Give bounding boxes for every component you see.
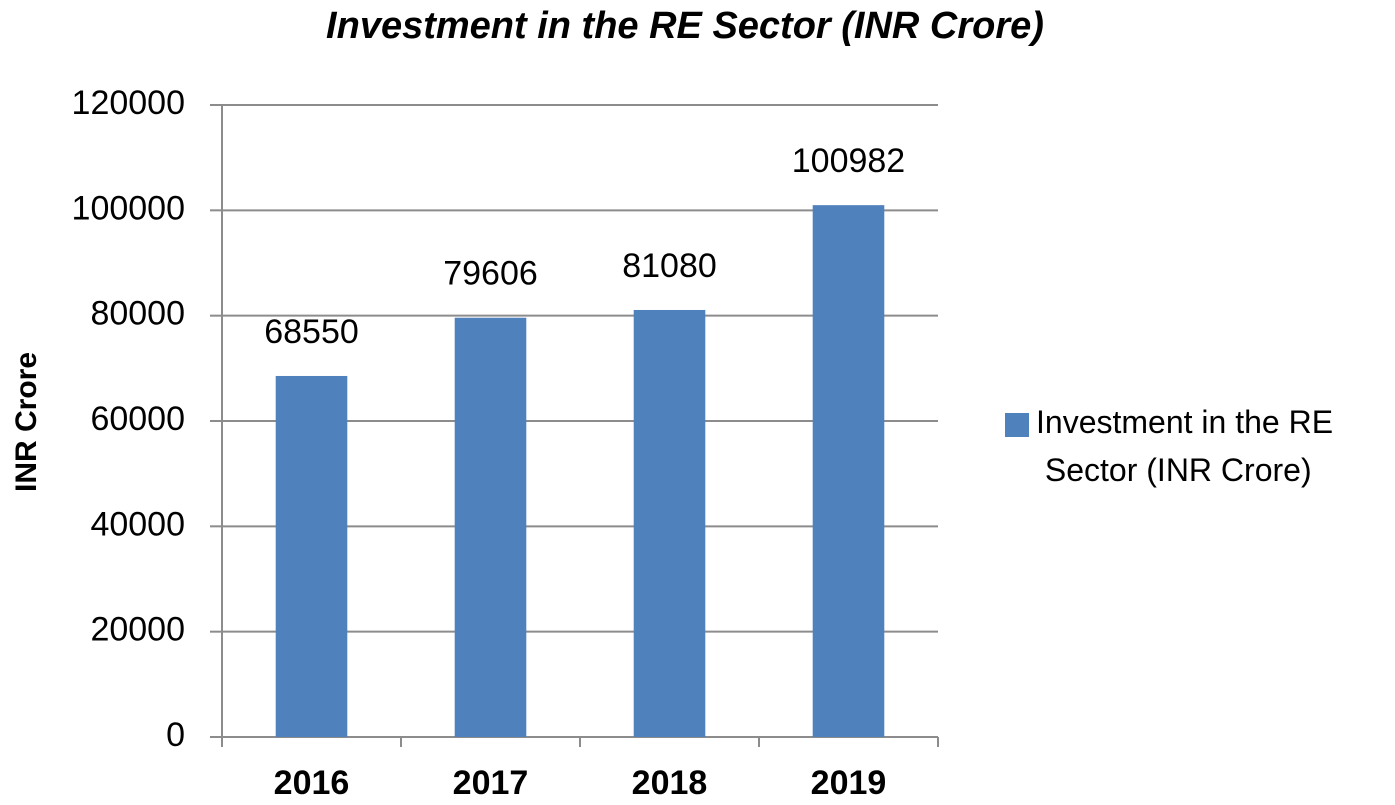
bar	[633, 309, 706, 737]
y-tick-label: 80000	[90, 295, 185, 333]
y-tick-label: 20000	[90, 611, 185, 649]
bar	[275, 375, 348, 737]
y-tick-label: 60000	[90, 400, 185, 438]
y-tick-label: 40000	[90, 505, 185, 543]
y-tick-label: 100000	[72, 189, 185, 227]
bar	[454, 317, 527, 737]
data-label: 100982	[792, 142, 905, 180]
data-label: 68550	[264, 313, 359, 351]
data-label: 79606	[443, 255, 538, 293]
y-axis-title: INR Crore	[10, 352, 43, 492]
chart-title: Investment in the RE Sector (INR Crore)	[326, 5, 1044, 47]
x-tick-label: 2017	[453, 764, 529, 802]
data-label: 81080	[622, 247, 717, 285]
legend-label: Investment in the RE Sector (INR Crore)	[1036, 404, 1333, 488]
legend-swatch	[1005, 413, 1029, 437]
y-tick-label: 120000	[72, 84, 185, 122]
y-tick-label: 0	[166, 716, 185, 754]
bar	[812, 205, 885, 737]
x-tick-label: 2016	[274, 764, 350, 802]
x-tick-label: 2019	[811, 764, 887, 802]
x-tick-label: 2018	[632, 764, 708, 802]
